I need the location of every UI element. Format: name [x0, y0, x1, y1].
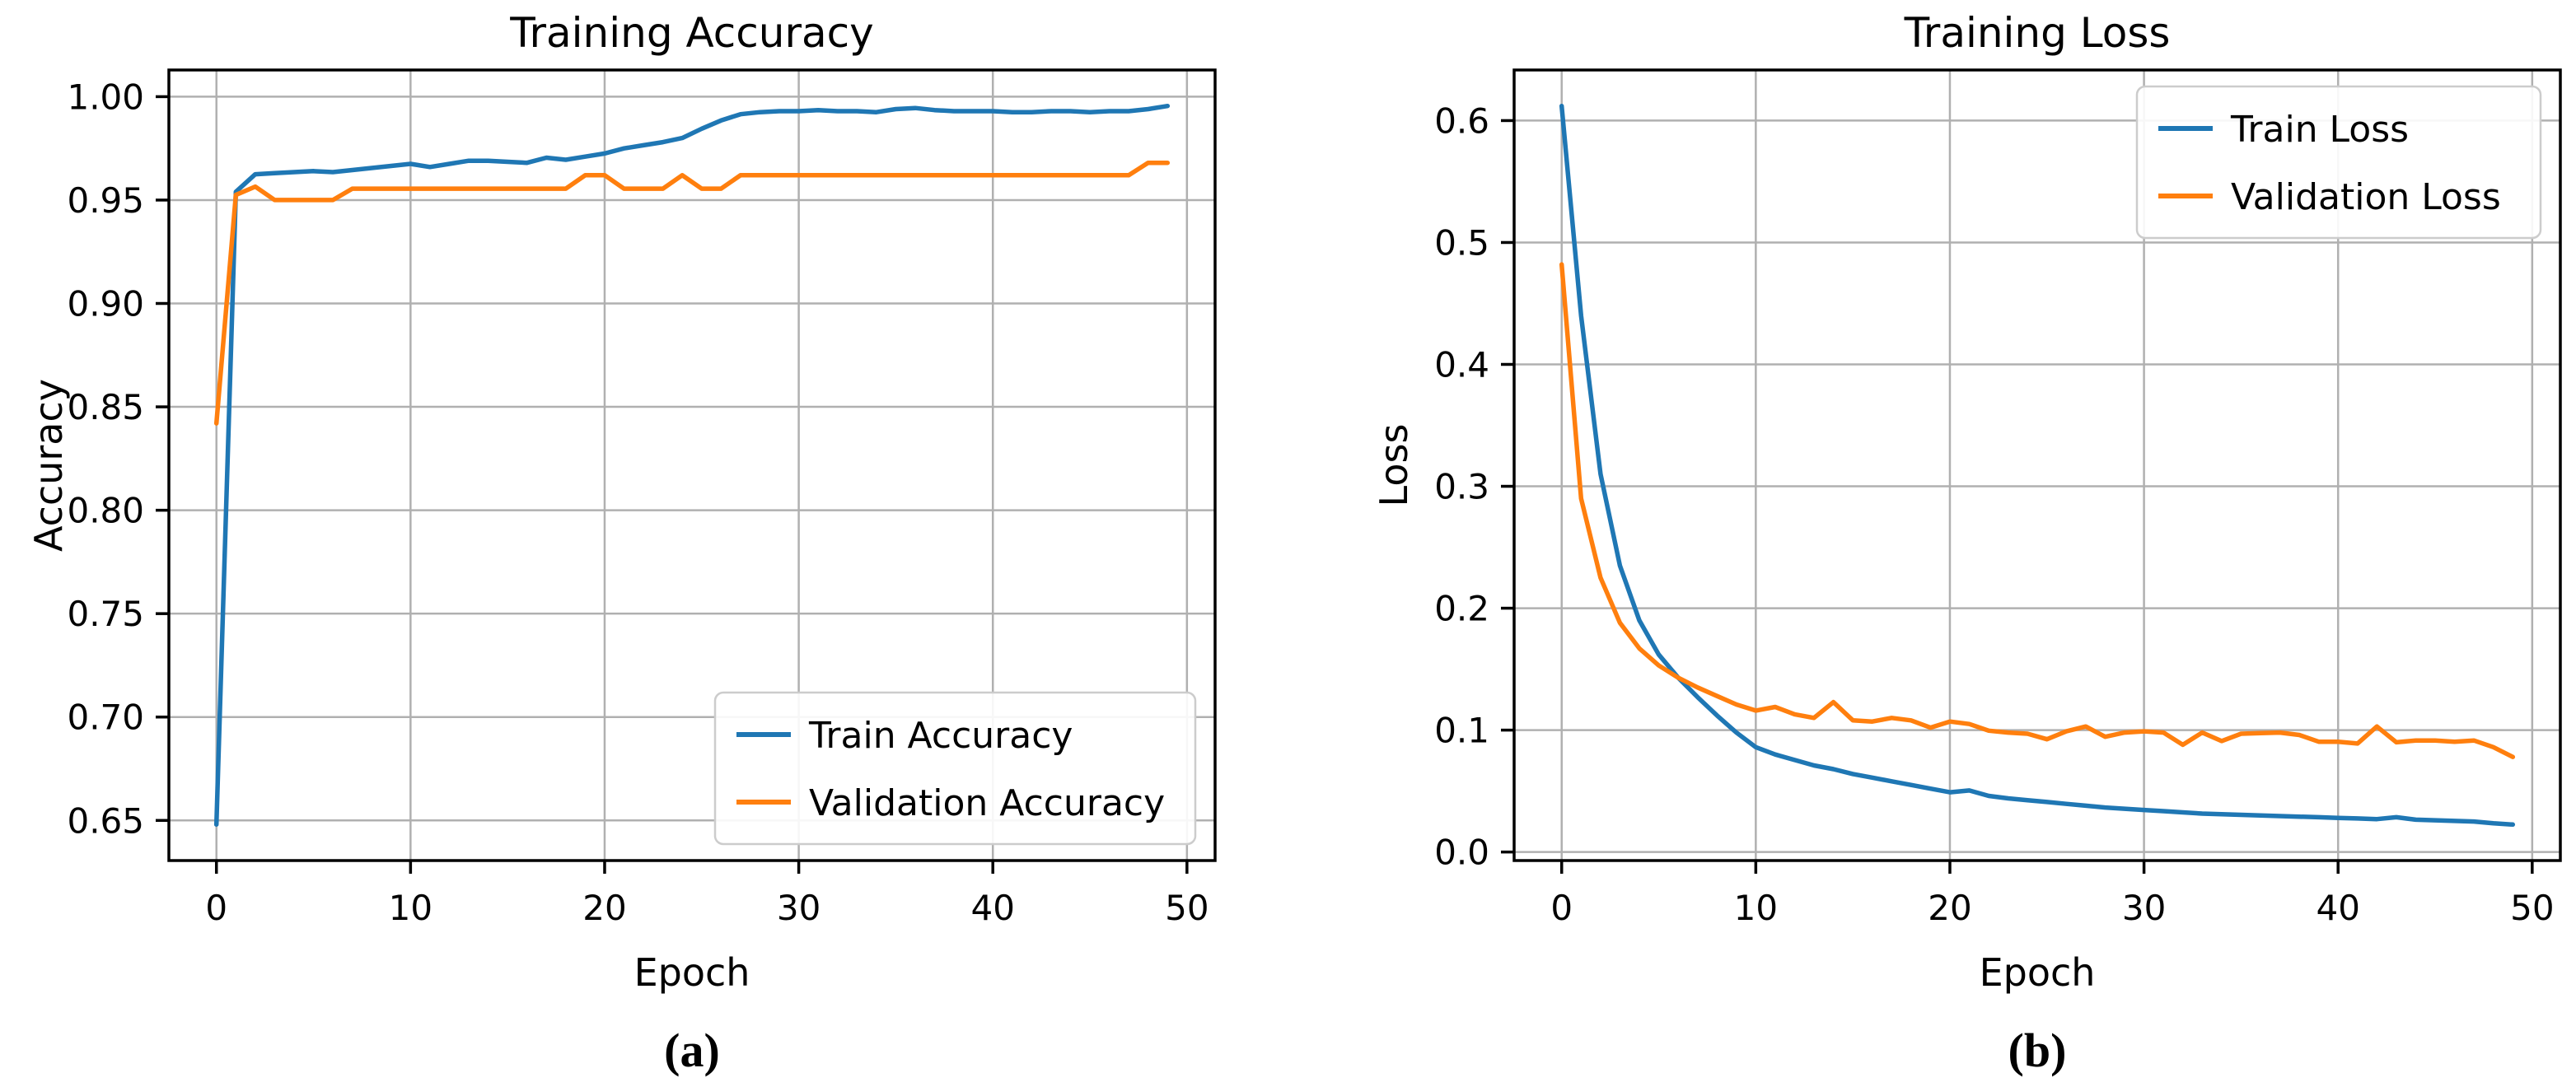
panel-label-loss: (b)	[2008, 1024, 2067, 1077]
loss-y-axis-label: Loss	[1372, 424, 1416, 507]
loss-legend: Train Loss Validation Loss	[2135, 85, 2542, 240]
legend-label-train: Train Loss	[2230, 109, 2409, 151]
y-tick-label: 0.5	[1434, 222, 1489, 263]
axes-frame	[1512, 68, 2562, 862]
x-tick-label: 0	[1550, 888, 1573, 928]
panel-label-accuracy: (a)	[664, 1024, 720, 1077]
legend-label-train: Train Accuracy	[808, 715, 1073, 757]
y-tick-label: 0.2	[1434, 589, 1489, 629]
accuracy-chart-title: Training Accuracy	[509, 9, 873, 57]
y-tick-label: 0.0	[1434, 833, 1489, 873]
y-tick-label: 0.75	[67, 594, 144, 634]
y-tick-label: 0.90	[67, 284, 144, 324]
loss-line-validation	[1559, 262, 2516, 759]
y-tick-label: 0.80	[67, 491, 144, 531]
legend-label-validation: Validation Loss	[2231, 176, 2501, 218]
x-tick-label: 50	[2510, 888, 2554, 928]
x-tick-label: 40	[2316, 888, 2359, 928]
y-tick-label: 0.3	[1434, 467, 1489, 507]
y-tick-label: 0.6	[1434, 100, 1489, 141]
loss-x-axis-label: Epoch	[1980, 950, 2096, 995]
accuracy-y-axis-label: Accuracy	[26, 379, 71, 552]
accuracy-line-validation	[213, 160, 1171, 426]
x-tick-label: 0	[205, 888, 227, 928]
y-tick-label: 1.00	[67, 77, 144, 117]
x-tick-label: 50	[1165, 888, 1209, 928]
x-tick-label: 30	[777, 888, 820, 928]
accuracy-line-train	[213, 103, 1171, 828]
x-tick-label: 20	[1928, 888, 1971, 928]
x-tick-label: 40	[970, 888, 1014, 928]
y-tick-label: 0.85	[67, 387, 144, 427]
accuracy-chart-panel: 0 10 20 30 40 50 0.65 0.70 0.75 0.80 0.85 0.90 0.95 1…	[26, 9, 1217, 1077]
y-tick-label: 0.70	[67, 697, 144, 738]
axes-frame	[167, 68, 1217, 862]
x-tick-label: 20	[582, 888, 626, 928]
x-tick-label: 10	[1734, 888, 1778, 928]
legend-label-validation: Validation Accuracy	[809, 782, 1165, 824]
y-tick-label: 0.1	[1434, 711, 1489, 751]
accuracy-x-axis-label: Epoch	[634, 950, 750, 995]
x-tick-label: 30	[2122, 888, 2166, 928]
y-tick-label: 0.65	[67, 800, 144, 841]
loss-chart-panel: 0 10 20 30 40 50 0.0 0.1 0.2 0.3 0.4 0.5 0.6 Training…	[1372, 9, 2562, 1077]
loss-chart-title: Training Loss	[1904, 9, 2171, 57]
y-tick-label: 0.95	[67, 180, 144, 221]
y-tick-label: 0.4	[1434, 345, 1489, 385]
x-tick-label: 10	[389, 888, 432, 928]
legend-box	[2135, 85, 2542, 240]
accuracy-legend: Train Accuracy Validation Accuracy	[713, 691, 1197, 846]
legend-box	[713, 691, 1197, 846]
loss-line-train	[1559, 103, 2516, 828]
